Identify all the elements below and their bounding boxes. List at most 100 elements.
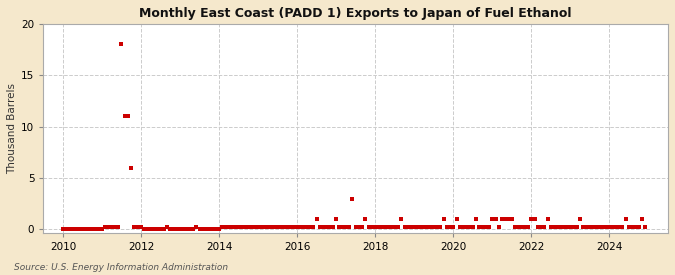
Point (240, 225, 250, 230)
Point (445, 225, 456, 230)
Point (585, 225, 595, 230)
Point (542, 217, 553, 221)
Point (288, 225, 299, 230)
Point (516, 225, 527, 230)
Point (572, 225, 583, 230)
Point (106, 225, 117, 230)
Point (578, 225, 589, 230)
Point (526, 217, 537, 221)
Point (624, 225, 634, 230)
Point (474, 225, 485, 230)
Point (422, 225, 433, 230)
Point (484, 225, 495, 230)
Text: Source: U.S. Energy Information Administration: Source: U.S. Energy Information Administ… (14, 263, 227, 272)
Point (451, 217, 462, 221)
Point (396, 217, 406, 221)
Point (250, 225, 261, 230)
Point (252, 225, 263, 230)
Point (597, 225, 608, 230)
Point (620, 217, 631, 221)
Point (204, 227, 215, 232)
Point (468, 225, 479, 230)
Point (139, 227, 150, 232)
Point (327, 225, 338, 230)
Point (70, 227, 81, 232)
Point (448, 225, 459, 230)
Point (194, 227, 205, 232)
Point (331, 217, 342, 221)
Point (458, 225, 468, 230)
Point (581, 225, 592, 230)
Point (152, 227, 163, 232)
Point (490, 217, 501, 221)
Point (344, 225, 354, 230)
Point (604, 225, 615, 230)
Point (142, 227, 153, 232)
Point (148, 227, 159, 232)
Point (438, 217, 449, 221)
Point (633, 225, 644, 230)
Point (87, 227, 98, 232)
Point (61, 227, 72, 232)
Point (308, 225, 319, 230)
Point (113, 225, 124, 230)
Point (354, 225, 364, 230)
Point (386, 225, 397, 230)
Point (259, 225, 270, 230)
Point (211, 227, 221, 232)
Point (575, 217, 586, 221)
Point (80, 227, 91, 232)
Point (233, 225, 244, 230)
Point (119, 114, 130, 119)
Point (57, 227, 68, 232)
Title: Monthly East Coast (PADD 1) Exports to Japan of Fuel Ethanol: Monthly East Coast (PADD 1) Exports to J… (140, 7, 572, 20)
Point (431, 225, 442, 230)
Point (389, 225, 400, 230)
Point (116, 42, 127, 47)
Point (227, 225, 238, 230)
Point (627, 225, 638, 230)
Point (295, 225, 306, 230)
Point (379, 225, 390, 230)
Point (217, 225, 227, 230)
Point (64, 227, 75, 232)
Point (425, 225, 436, 230)
Point (282, 225, 293, 230)
Point (412, 225, 423, 230)
Point (402, 225, 413, 230)
Point (123, 114, 134, 119)
Point (109, 225, 120, 230)
Point (522, 225, 533, 230)
Point (429, 225, 439, 230)
Point (565, 225, 576, 230)
Point (298, 225, 309, 230)
Point (292, 225, 302, 230)
Point (132, 225, 143, 230)
Point (536, 225, 547, 230)
Point (441, 225, 452, 230)
Point (84, 227, 95, 232)
Point (350, 225, 361, 230)
Point (630, 225, 641, 230)
Point (230, 225, 241, 230)
Point (383, 225, 394, 230)
Point (161, 225, 172, 230)
Point (513, 225, 524, 230)
Point (454, 225, 465, 230)
Point (357, 225, 368, 230)
Point (506, 217, 517, 221)
Point (435, 225, 446, 230)
Point (545, 225, 556, 230)
Point (377, 225, 387, 230)
Point (103, 225, 114, 230)
Point (415, 225, 426, 230)
Point (207, 227, 218, 232)
Point (188, 227, 198, 232)
Point (477, 225, 488, 230)
Point (640, 225, 651, 230)
Point (175, 227, 186, 232)
Point (145, 227, 156, 232)
Point (74, 227, 84, 232)
Point (191, 225, 202, 230)
Point (418, 225, 429, 230)
